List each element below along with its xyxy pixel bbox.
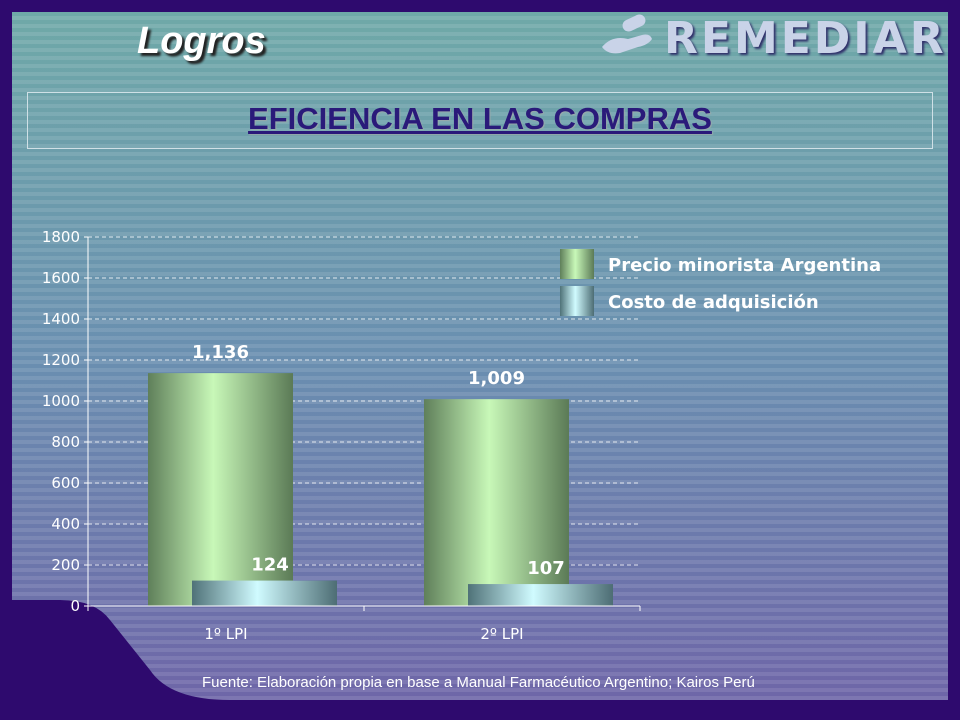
x-tick-label: 1º LPI [204, 625, 247, 643]
data-label: 1,136 [192, 342, 249, 363]
y-tick-label: 800 [51, 433, 80, 451]
logo-text: REMEDIAR [664, 12, 947, 64]
y-tick-label: 1600 [42, 269, 80, 287]
bar-precio [148, 373, 293, 606]
data-label: 1,009 [468, 368, 525, 389]
legend-label: Costo de adquisición [608, 292, 819, 313]
y-tick-label: 1800 [42, 228, 80, 246]
banner-title: EFICIENCIA EN LAS COMPRAS [248, 101, 712, 136]
banner: EFICIENCIA EN LAS COMPRAS [27, 92, 933, 149]
y-tick-label: 1400 [42, 310, 80, 328]
y-tick-label: 400 [51, 515, 80, 533]
data-label: 124 [251, 555, 289, 576]
legend-swatch [560, 249, 594, 279]
legend-swatch [560, 286, 594, 316]
y-tick-label: 200 [51, 556, 80, 574]
y-tick-label: 600 [51, 474, 80, 492]
y-tick-label: 0 [70, 597, 80, 615]
slide-title: Logros [137, 20, 266, 62]
remediar-logo: REMEDIAR [598, 10, 947, 66]
hands-pill-icon [602, 14, 652, 54]
x-tick-label: 2º LPI [480, 625, 523, 643]
bar-precio [424, 399, 569, 606]
source-note: Fuente: Elaboración propia en base a Man… [202, 674, 755, 691]
data-label: 107 [527, 558, 565, 579]
bar-costo [468, 584, 613, 606]
y-tick-label: 1200 [42, 351, 80, 369]
y-tick-label: 1000 [42, 392, 80, 410]
legend-label: Precio minorista Argentina [608, 255, 881, 276]
bar-costo [192, 580, 337, 606]
